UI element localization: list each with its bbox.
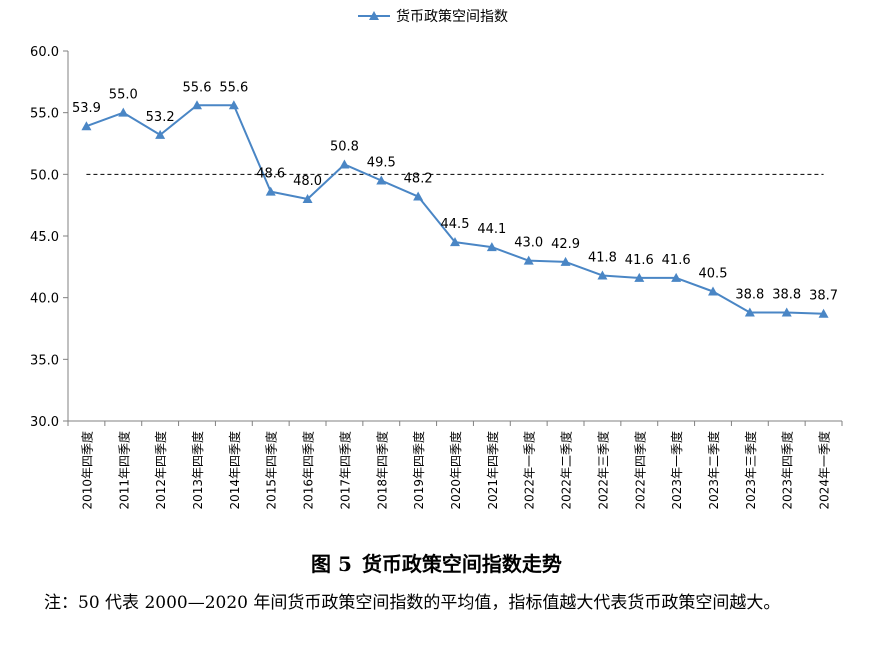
data-label: 41.6	[625, 253, 654, 268]
data-label: 48.0	[293, 174, 322, 189]
y-tick-label: 50.0	[30, 168, 59, 183]
x-tick-label: 2023年一季度	[669, 431, 684, 510]
data-label: 38.7	[809, 289, 838, 304]
data-label: 38.8	[772, 287, 801, 302]
x-tick-label: 2023年三季度	[743, 431, 758, 510]
x-tick-label: 2023年二季度	[706, 431, 721, 510]
legend: 货币政策空间指数	[358, 8, 508, 25]
x-tick-label: 2014年四季度	[227, 431, 242, 510]
x-tick-label: 2018年四季度	[374, 431, 389, 510]
x-tick-label: 2024年一季度	[817, 431, 832, 510]
x-tick-label: 2013年四季度	[190, 431, 205, 510]
data-point-marker	[781, 307, 792, 317]
data-point-marker	[192, 100, 202, 110]
data-point-marker	[523, 255, 534, 265]
x-tick-label: 2022年三季度	[595, 431, 610, 510]
data-point-marker	[486, 242, 497, 252]
x-tick-label: 2016年四季度	[301, 431, 316, 510]
figure-title: 货币政策空间指数走势	[361, 552, 562, 576]
data-label: 41.6	[662, 253, 691, 268]
data-label: 55.0	[109, 88, 138, 103]
data-point-marker	[81, 121, 92, 131]
data-label: 55.6	[183, 80, 212, 95]
data-point-marker	[818, 308, 829, 318]
data-label: 42.9	[551, 237, 580, 252]
x-tick-label: 2020年四季度	[448, 431, 463, 510]
data-point-marker	[413, 191, 424, 201]
data-label: 40.5	[699, 267, 728, 282]
legend-label: 货币政策空间指数	[396, 8, 508, 25]
x-tick-label: 2023年四季度	[780, 431, 795, 510]
data-label-layer: 53.9 55.0 53.2 55.6 55.6 48.6 48.0 50.8 49.5 48.2…	[72, 80, 838, 303]
data-point-marker	[744, 307, 755, 317]
data-label: 41.8	[588, 250, 617, 265]
data-point-marker	[708, 286, 718, 296]
figure-note: 注：50 代表 2000—2020 年间货币政策空间指数的平均值，指标值越大代表…	[44, 593, 781, 613]
y-tick-label: 55.0	[30, 107, 59, 122]
legend-triangle-marker	[369, 11, 379, 20]
y-tick-label: 60.0	[30, 45, 59, 60]
data-point-marker	[671, 272, 682, 282]
data-point-marker	[265, 186, 276, 196]
data-point-marker	[560, 256, 571, 266]
data-label: 44.1	[477, 222, 506, 237]
data-label: 48.2	[404, 172, 433, 187]
y-tick-label: 35.0	[30, 353, 59, 368]
data-point-marker	[597, 270, 608, 280]
line-chart: 货币政策空间指数 30.0 35.0 40.0 45.0 50.0 55.0 60.0 20…	[30, 8, 843, 510]
figure-caption: 图 5 货币政策空间指数走势	[0, 548, 873, 577]
data-point-marker	[450, 237, 460, 247]
x-tick-label: 2022年四季度	[632, 431, 647, 510]
data-label: 49.5	[367, 156, 396, 171]
data-point-marker	[339, 159, 350, 169]
data-label: 43.0	[514, 236, 543, 251]
data-label: 53.9	[72, 101, 101, 116]
series-layer	[81, 100, 829, 318]
y-tick-label: 40.0	[30, 292, 59, 307]
figure-number: 图 5	[311, 552, 352, 576]
x-tick-label: 2015年四季度	[264, 431, 279, 510]
data-point-marker	[302, 194, 313, 203]
y-tick-label: 45.0	[30, 230, 59, 245]
series-line	[86, 104, 824, 315]
data-point-marker	[118, 107, 129, 117]
data-label: 38.8	[735, 287, 764, 302]
data-label: 48.6	[256, 167, 285, 182]
y-tick-label: 30.0	[30, 415, 59, 430]
x-tick-label: 2021年四季度	[485, 431, 500, 510]
data-point-marker	[376, 175, 387, 185]
data-point-marker	[228, 100, 239, 110]
x-tick-label: 2017年四季度	[337, 431, 352, 510]
data-label: 55.6	[219, 80, 248, 95]
x-tick-label: 2022年一季度	[522, 431, 537, 510]
y-axis: 30.0 35.0 40.0 45.0 50.0 55.0 60.0	[30, 45, 69, 430]
x-tick-label: 2012年四季度	[153, 431, 168, 510]
data-label: 53.2	[146, 110, 175, 125]
data-point-marker	[155, 129, 166, 139]
data-point-marker	[634, 272, 645, 282]
x-tick-label: 2011年四季度	[116, 431, 131, 510]
data-label: 50.8	[330, 139, 359, 154]
data-label: 44.5	[441, 217, 470, 232]
x-tick-label: 2019年四季度	[411, 431, 426, 510]
x-axis: 2010年四季度 2011年四季度 2012年四季度 2013年四季度 2014年四季度…	[67, 420, 843, 510]
x-tick-label: 2010年四季度	[79, 431, 94, 510]
x-tick-label: 2022年二季度	[559, 431, 574, 510]
